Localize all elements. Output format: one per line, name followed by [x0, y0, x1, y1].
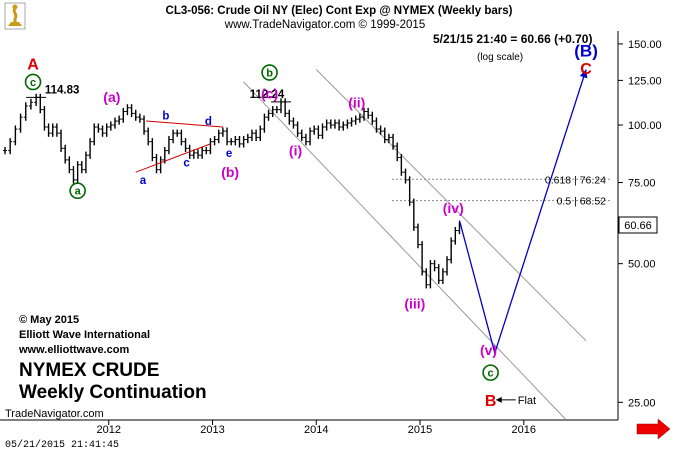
y-tick-label: 125.00: [628, 75, 662, 87]
wave-label: b: [266, 68, 273, 80]
weekly-price-bars: [3, 93, 462, 289]
x-tick-label: 2016: [512, 424, 536, 436]
price-annotation: 112.24: [250, 89, 285, 101]
wave-label: (v): [480, 342, 497, 358]
wave-label-circle: [261, 64, 278, 81]
fib-level-label: 0.618 | 76.24: [545, 174, 606, 186]
credit-line-1: © May 2015: [19, 314, 79, 326]
fib-level-label: 0.5 | 68.52: [557, 196, 607, 208]
channel-line: [315, 69, 587, 342]
x-tick-label: 2015: [408, 424, 432, 436]
credit-line-3: www.elliottwave.com: [18, 344, 129, 356]
wave-label: (i): [289, 143, 302, 159]
trade-navigator-logo-icon: [4, 2, 26, 30]
flat-note: Flat: [518, 395, 536, 407]
x-axis: 2012 2013 2014 2015 2016: [0, 419, 618, 436]
projection-arrowhead-icon: [579, 69, 588, 79]
wave-label: b: [162, 110, 169, 122]
wave-label-circle: [24, 73, 42, 91]
credit-line-2: Elliott Wave International: [19, 329, 150, 341]
wave-label: c: [30, 77, 36, 89]
wave-label: (b): [221, 164, 239, 180]
wave-label: (ii): [348, 94, 365, 110]
wave-label: e: [226, 148, 232, 160]
wave-label: (iii): [404, 295, 425, 311]
watermark-text: TradeNavigator.com: [5, 408, 104, 420]
wave-label: c: [183, 157, 190, 169]
flat-arrow-icon: [495, 396, 502, 403]
footer-timestamp: 05/21/2015 21:41:45: [5, 439, 119, 451]
last-quote: 5/21/15 21:40 = 60.66 (+0.70): [433, 32, 592, 46]
chart-title: CL3-056: Crude Oil NY (Elec) Cont Exp @ …: [166, 5, 513, 17]
scroll-right-arrow-icon[interactable]: [636, 418, 671, 440]
x-tick-label: 2014: [304, 424, 328, 436]
fibonacci-levels: 0.618 | 76.24 0.5 | 68.52: [392, 174, 612, 208]
wave-label: (a): [103, 89, 120, 105]
y-tick-label: 75.00: [628, 178, 656, 190]
projection-line: [458, 69, 587, 356]
wave-label: A: [27, 57, 39, 74]
copyright-text: www.TradeNavigator.com © 1999-2015: [224, 19, 425, 31]
wave-label-circle: [482, 364, 499, 381]
wave-label: C: [580, 61, 592, 78]
wave-labels: Ac a (a) b a c d e (b) b (c) (i) (ii) (iii) (iv) (v) c B (…: [24, 42, 598, 410]
trend-channel: [243, 69, 587, 420]
caption-line-2: Weekly Continuation: [19, 382, 207, 403]
y-tick-label: 100.00: [628, 120, 662, 132]
wave-label-circle: [69, 182, 86, 200]
log-scale-note: (log scale): [477, 52, 523, 63]
y-tick-label: 50.00: [628, 259, 656, 271]
wave-label: d: [205, 116, 212, 128]
current-price-tag: 60.66: [618, 216, 658, 234]
current-price-label: 60.66: [624, 220, 652, 232]
y-tick-label: 25.00: [628, 397, 656, 409]
wave-label: c: [488, 368, 494, 380]
x-tick-label: 2012: [97, 424, 121, 436]
wave-label: (iv): [443, 200, 464, 216]
y-axis: 150.00 125.00 100.00 75.00 50.00 25.00: [617, 31, 662, 420]
triangle-line: [146, 120, 223, 128]
wave-label: B: [485, 393, 497, 410]
x-tick-label: 2013: [200, 424, 224, 436]
y-tick-label: 150.00: [628, 39, 662, 51]
caption-line-1: NYMEX CRUDE: [19, 360, 159, 381]
wave-label: a: [75, 186, 82, 198]
projection-path: [458, 69, 588, 356]
wave-label: (B): [574, 42, 598, 61]
wave-label: (c): [261, 86, 278, 102]
price-annotations: 114.83 112.24: [26, 84, 292, 103]
triangle-pattern: [135, 120, 223, 173]
channel-line: [243, 81, 566, 420]
triangle-line: [135, 143, 211, 173]
wave-label: a: [140, 175, 147, 187]
price-annotation: 114.83: [45, 84, 80, 96]
